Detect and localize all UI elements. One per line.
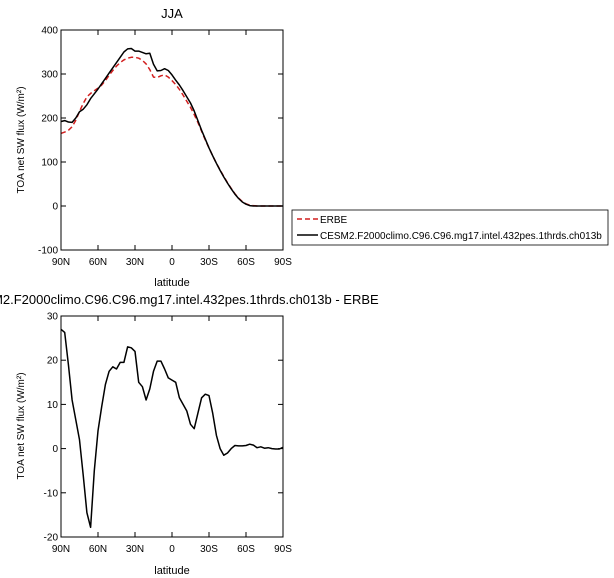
x-tick-label: 90S [274,257,292,268]
series-line-model [60,47,283,207]
legend: ERBE CESM2.F2000climo.C96.C96.mg17.intel… [291,209,609,246]
panel-jja: JJA 90N 60N 30N 0 30S 60S 90S -100 0 100 200 300 40… [16,6,292,289]
y-tick-label: 30 [47,312,59,323]
y-tick-label: 20 [47,356,59,367]
y-tick-label: 100 [41,158,58,169]
panel-difference: CESM2.F2000climo.C96.C96.mg17.intel.432p… [0,292,379,577]
y-tick-label: 0 [52,202,58,213]
x-tick-label: 30S [200,257,218,268]
x-axis-label-difference: latitude [154,565,189,577]
legend-label-model: CESM2.F2000climo.C96.C96.mg17.intel.432p… [320,231,602,242]
y-axis-label-difference: TOA net SW flux (W/m²) [16,372,27,479]
y-tick-label: -10 [44,488,59,499]
x-tick-label: 60N [89,544,107,555]
legend-box [291,209,609,246]
plot-frame-difference [60,315,284,538]
y-tick-label: 10 [47,400,59,411]
y-tick-label: 0 [52,444,58,455]
chart-title: JJA [161,6,183,21]
chart-title-difference: CESM2.F2000climo.C96.C96.mg17.intel.432p… [0,292,379,307]
y-tick-label: -20 [44,533,59,544]
x-tick-label: 30N [126,257,144,268]
x-tick-label: 90S [274,544,292,555]
x-tick-label: 90N [52,257,70,268]
y-tick-label: 300 [41,70,58,81]
y-axis-label: TOA net SW flux (W/m²) [16,86,27,193]
y-tick-label: 200 [41,114,58,125]
legend-label-erbe: ERBE [320,215,348,226]
x-tick-label: 0 [169,544,175,555]
plot-frame [60,29,284,251]
x-tick-label: 60S [237,544,255,555]
y-tick-label: 400 [41,26,58,37]
y-tick-label: -100 [38,246,58,257]
x-tick-label: 30N [126,544,144,555]
x-tick-label: 0 [169,257,175,268]
series-line-difference [60,328,284,529]
x-tick-label: 90N [52,544,70,555]
series-line-erbe [60,56,283,207]
x-tick-label: 60N [89,257,107,268]
x-axis-label: latitude [154,277,189,289]
x-tick-label: 30S [200,544,218,555]
x-tick-label: 60S [237,257,255,268]
